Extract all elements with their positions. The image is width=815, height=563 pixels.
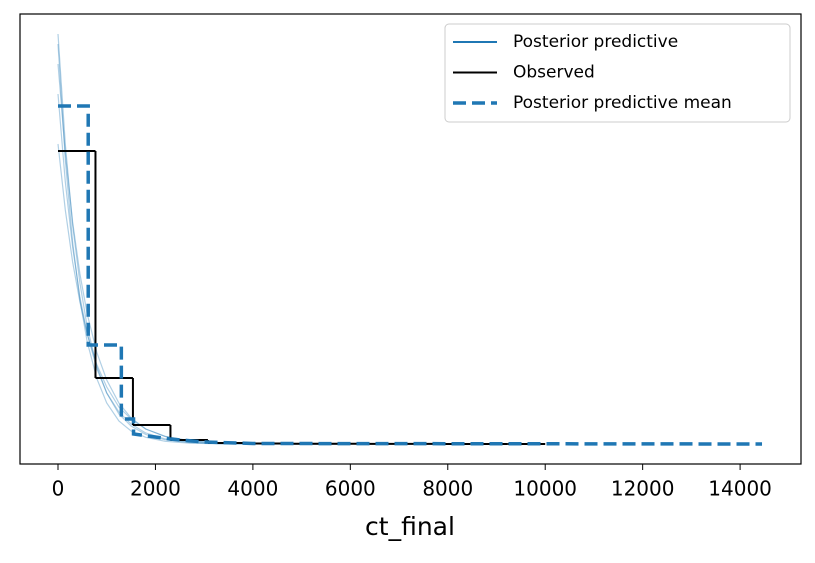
posterior-sample xyxy=(57,63,351,445)
x-tick-label: 0 xyxy=(52,477,65,501)
plot-area xyxy=(57,33,763,446)
x-axis-label: ct_final xyxy=(365,512,455,541)
legend: Posterior predictive Observed Posterior pr… xyxy=(444,23,791,123)
posterior-sample xyxy=(57,43,351,445)
posterior-mean xyxy=(58,104,763,446)
x-tick-label: 12000 xyxy=(611,477,675,501)
x-tick-label: 10000 xyxy=(513,477,577,501)
legend-box xyxy=(444,23,791,123)
legend-label: Posterior predictive xyxy=(513,32,678,52)
x-tick-label: 8000 xyxy=(422,477,473,501)
x-tick-label: 14000 xyxy=(708,477,772,501)
x-tick-label: 4000 xyxy=(227,477,278,501)
legend-label: Posterior predictive mean xyxy=(513,93,732,113)
x-tick-label: 2000 xyxy=(130,477,181,501)
x-tick-label: 6000 xyxy=(325,477,376,501)
legend-label: Observed xyxy=(513,63,595,83)
axes-frame xyxy=(19,13,802,465)
posterior-sample xyxy=(57,143,351,445)
